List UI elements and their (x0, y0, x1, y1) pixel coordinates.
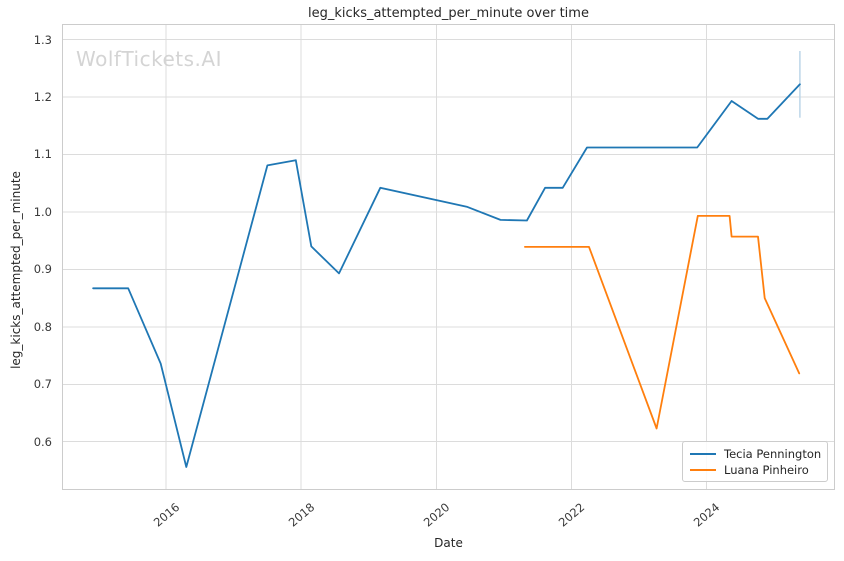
legend-label: Luana Pinheiro (724, 463, 809, 477)
y-tick-label: 0.9 (33, 262, 52, 277)
legend-label: Tecia Pennington (724, 447, 822, 461)
legend-line-swatch (690, 453, 716, 455)
plot-border (62, 24, 835, 490)
y-tick-label: 1.0 (33, 204, 52, 219)
watermark: WolfTickets.AI (76, 47, 222, 71)
y-tick-label: 1.3 (33, 32, 52, 47)
y-tick-label: 1.2 (33, 89, 52, 104)
legend-line-swatch (690, 469, 716, 471)
y-tick-label: 0.6 (33, 434, 52, 449)
y-tick-label: 0.8 (33, 319, 52, 334)
x-axis-label: Date (434, 536, 463, 550)
chart-title: leg_kicks_attempted_per_minute over time (308, 6, 589, 21)
series-line-tecia-pennington (92, 83, 801, 468)
series-line-luana-pinheiro (524, 214, 801, 430)
y-tick-label: 0.7 (33, 377, 52, 392)
legend: Tecia Pennington Luana Pinheiro (682, 441, 828, 482)
legend-entry: Tecia Pennington (690, 446, 827, 462)
y-tick-label: 1.1 (33, 147, 52, 162)
legend-entry: Luana Pinheiro (690, 462, 827, 478)
